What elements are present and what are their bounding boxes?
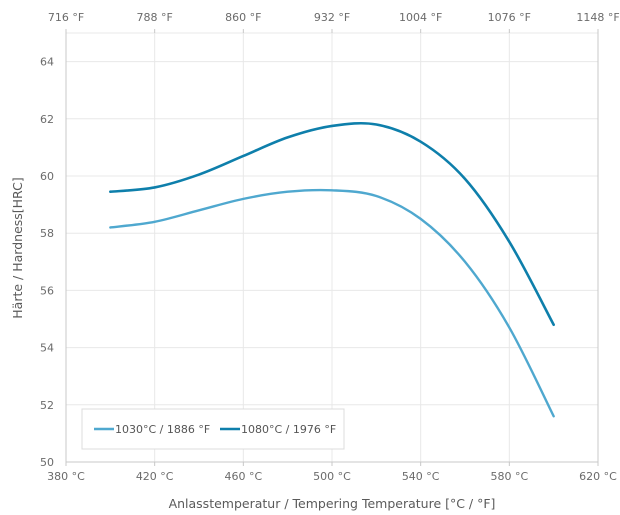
x2-tick-label: 788 °F <box>137 11 173 24</box>
x2-tick-label: 1004 °F <box>399 11 442 24</box>
grid <box>66 32 598 462</box>
series-line-1 <box>109 121 555 327</box>
y-tick-label: 64 <box>40 56 54 69</box>
ticks: 380 °C 420 °C 460 °C 500 °C 540 °C 580 °C 620 … <box>40 11 620 483</box>
x-tick-label: 580 °C <box>490 470 528 483</box>
x2-tick-label: 860 °F <box>225 11 261 24</box>
x-axis-title: Anlasstemperatur / Tempering Temperature… <box>169 496 496 511</box>
x-tick-label: 380 °C <box>47 470 85 483</box>
y-axis-title: Härte / Hardness[HRC] <box>10 177 25 318</box>
y-tick-label: 60 <box>40 170 54 183</box>
legend-label-1030: 1030°C / 1886 °F <box>115 423 210 436</box>
y-tick-label: 56 <box>40 284 54 297</box>
legend-box <box>81 408 345 450</box>
x-tick-label: 420 °C <box>136 470 174 483</box>
y-tick-label: 62 <box>40 113 54 126</box>
y-tick-label: 54 <box>40 342 54 355</box>
x-tick-label: 620 °C <box>579 470 617 483</box>
x2-tick-label: 932 °F <box>314 11 350 24</box>
x-tick-label: 460 °C <box>224 470 262 483</box>
x-tick-label: 500 °C <box>313 470 351 483</box>
x2-tick-label: 1076 °F <box>488 11 531 24</box>
y-tick-label: 50 <box>40 456 54 469</box>
y-tick-label: 58 <box>40 227 54 240</box>
y-tick-label: 52 <box>40 399 54 412</box>
x2-tick-label: 1148 °F <box>576 11 619 24</box>
x2-tick-label: 716 °F <box>48 11 84 24</box>
x-tick-label: 540 °C <box>402 470 440 483</box>
series-line-0 <box>109 188 555 418</box>
series-layer <box>109 121 555 418</box>
legend: 1030°C / 1886 °F 1080°C / 1976 °F <box>81 408 345 450</box>
legend-label-1080: 1080°C / 1976 °F <box>241 423 336 436</box>
